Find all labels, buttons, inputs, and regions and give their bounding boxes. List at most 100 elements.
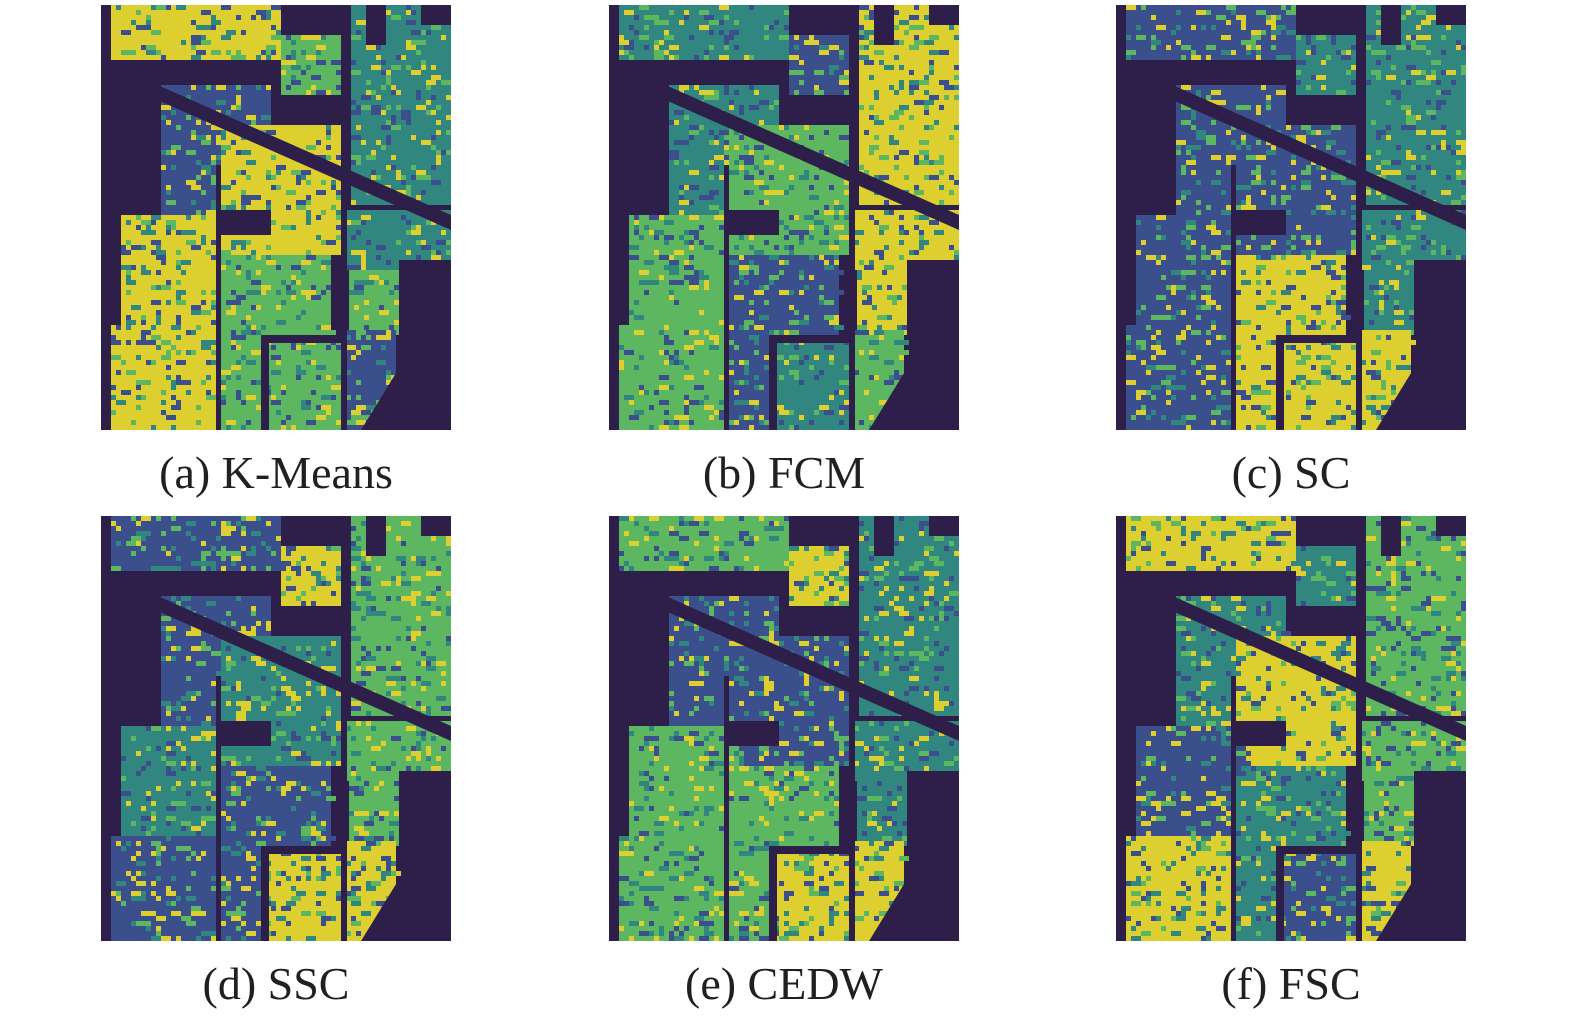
noise-pixel	[356, 636, 361, 641]
noise-pixel	[1366, 405, 1376, 410]
noise-pixel	[151, 5, 156, 10]
noise-pixel	[759, 185, 769, 190]
noise-pixel	[664, 240, 669, 245]
noise-pixel	[784, 330, 789, 335]
noise-pixel	[669, 150, 679, 155]
noise-pixel	[331, 591, 336, 596]
noise-pixel	[211, 125, 216, 130]
noise-pixel	[949, 190, 954, 195]
noise-pixel	[919, 25, 924, 30]
noise-pixel	[872, 305, 877, 310]
noise-pixel	[391, 576, 396, 581]
noise-pixel	[924, 150, 929, 155]
noise-pixel	[421, 706, 426, 711]
noise-pixel	[789, 55, 799, 60]
noise-pixel	[1251, 320, 1256, 325]
noise-pixel	[1206, 375, 1216, 380]
noise-pixel	[1286, 325, 1291, 330]
noise-pixel	[1376, 190, 1381, 195]
noise-pixel	[1271, 15, 1276, 20]
noise-pixel	[1321, 355, 1331, 360]
noise-pixel	[824, 300, 834, 305]
noise-pixel	[1381, 195, 1386, 200]
noise-pixel	[306, 350, 311, 355]
noise-pixel	[744, 290, 754, 295]
noise-pixel	[809, 225, 814, 230]
noise-pixel	[1296, 425, 1301, 430]
noise-pixel	[1336, 150, 1346, 155]
noise-pixel	[774, 20, 779, 25]
noise-pixel	[919, 240, 929, 245]
noise-pixel	[281, 300, 286, 305]
noise-pixel	[1301, 330, 1306, 335]
noise-pixel	[689, 285, 699, 290]
noise-pixel	[281, 646, 286, 651]
noise-pixel	[1206, 95, 1211, 100]
noise-pixel	[326, 581, 331, 586]
noise-pixel	[804, 405, 814, 410]
noise-pixel	[1181, 300, 1186, 305]
noise-pixel	[734, 45, 739, 50]
noise-pixel	[386, 370, 391, 375]
noise-pixel	[241, 330, 251, 335]
noise-pixel	[1431, 145, 1436, 150]
noise-pixel	[1131, 30, 1136, 35]
noise-pixel	[236, 686, 241, 691]
noise-pixel	[161, 355, 171, 360]
noise-pixel	[201, 380, 206, 385]
noise-pixel	[1226, 160, 1231, 165]
noise-pixel	[389, 290, 394, 295]
noise-pixel	[446, 130, 451, 135]
noise-pixel	[899, 240, 904, 245]
noise-pixel	[211, 250, 216, 255]
noise-pixel	[201, 240, 206, 245]
noise-pixel	[1256, 10, 1266, 15]
noise-pixel	[1236, 185, 1246, 190]
noise-pixel	[719, 225, 724, 230]
noise-pixel	[1256, 205, 1261, 210]
noise-pixel	[899, 150, 909, 155]
noise-pixel	[186, 716, 191, 721]
cluster-map-sc	[1116, 5, 1466, 430]
noise-pixel	[1386, 365, 1391, 370]
noise-pixel	[699, 375, 704, 380]
noise-pixel	[191, 95, 196, 100]
noise-pixel	[246, 275, 251, 280]
noise-pixel	[1256, 315, 1266, 320]
noise-pixel	[364, 305, 369, 310]
noise-pixel	[361, 576, 366, 581]
noise-pixel	[839, 360, 844, 365]
noise-pixel	[226, 35, 231, 40]
noise-pixel	[919, 250, 924, 255]
noise-pixel	[1331, 175, 1341, 180]
noise-pixel	[306, 646, 311, 651]
noise-pixel	[744, 415, 749, 420]
noise-pixel	[824, 345, 834, 350]
noise-pixel	[839, 405, 849, 410]
noise-pixel	[1206, 300, 1216, 305]
noise-pixel	[669, 265, 679, 270]
noise-pixel	[1406, 235, 1416, 240]
noise-pixel	[1166, 385, 1171, 390]
noise-pixel	[824, 360, 829, 365]
noise-pixel	[151, 45, 156, 50]
noise-pixel	[1301, 185, 1311, 190]
noise-pixel	[1311, 380, 1321, 385]
noise-pixel	[949, 225, 954, 230]
noise-pixel	[256, 405, 261, 410]
noise-pixel	[416, 225, 421, 230]
noise-pixel	[729, 105, 734, 110]
noise-pixel	[679, 405, 684, 410]
noise-pixel	[897, 270, 907, 275]
noise-pixel	[1371, 70, 1381, 75]
noise-pixel	[1151, 45, 1156, 50]
noise-pixel	[1311, 45, 1316, 50]
noise-pixel	[271, 155, 276, 160]
noise-pixel	[814, 220, 824, 225]
noise-pixel	[929, 170, 939, 175]
noise-pixel	[879, 220, 884, 225]
noise-pixel	[804, 85, 809, 90]
noise-pixel	[1411, 45, 1416, 50]
noise-pixel	[1436, 130, 1446, 135]
noise-pixel	[141, 265, 146, 270]
